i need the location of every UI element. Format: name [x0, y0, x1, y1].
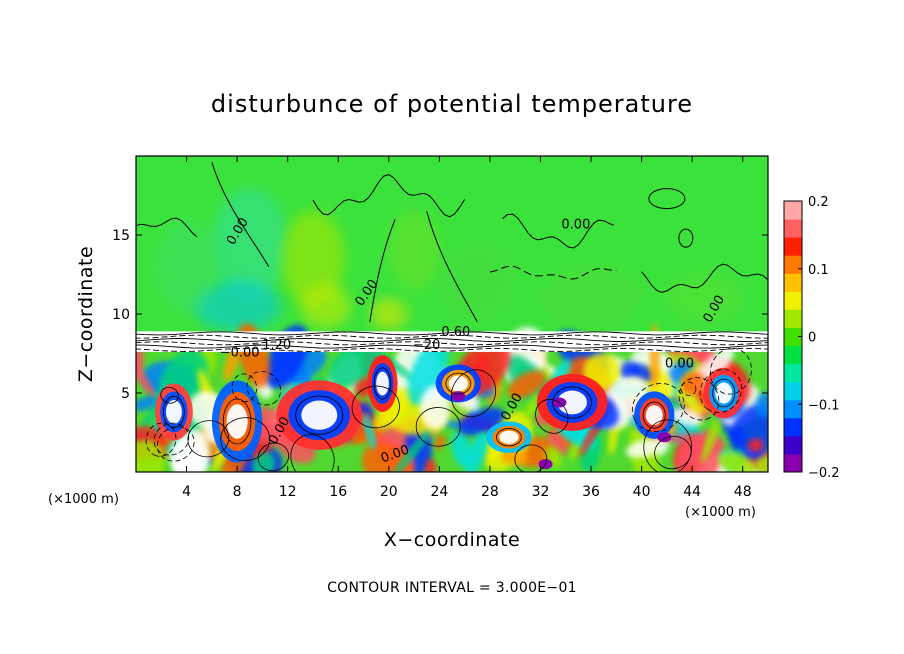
x-tick-label: 4 — [182, 484, 191, 500]
x-tick-label: 32 — [532, 484, 550, 500]
colorbar-swatch — [784, 327, 802, 347]
contour-label: −1.20 — [251, 338, 291, 353]
z-unit-label: (×1000 m) — [48, 492, 119, 507]
x-tick-label: 20 — [380, 484, 398, 500]
contour-interval-note: CONTOUR INTERVAL = 3.000E−01 — [327, 580, 577, 596]
x-tick-label: 44 — [683, 484, 701, 500]
colorbar-swatch — [784, 399, 802, 419]
x-tick-label: 12 — [279, 484, 297, 500]
x-axis-label: X−coordinate — [384, 529, 520, 551]
colorbar-swatch — [784, 381, 802, 401]
x-tick-label: 24 — [430, 484, 448, 500]
x-tick-label: 40 — [633, 484, 651, 500]
field-swirls — [136, 331, 768, 470]
colorbar-tick-label: 0.2 — [808, 195, 829, 210]
colorbar-swatch — [784, 291, 802, 310]
colorbar-swatch — [784, 345, 802, 365]
plot-area: 0.00 0.000.00 0.000.60−1.20−0.00−200.000.0… — [136, 156, 768, 472]
contour-label: 0.00 — [561, 218, 590, 233]
colorbar-swatch — [784, 237, 802, 256]
y-tick-label: 10 — [112, 307, 130, 323]
contour-label: 0.60 — [441, 325, 470, 340]
x-tick-label: 28 — [481, 484, 499, 500]
y-axis: 5 10 15 — [112, 228, 768, 402]
colorbar-tick-label: −0.2 — [808, 466, 840, 481]
x-tick-label: 16 — [329, 484, 347, 500]
colorbar-tick-label: −0.1 — [808, 398, 840, 413]
colorbar-swatch — [784, 435, 802, 455]
y-tick-label: 15 — [112, 228, 130, 244]
x-tick-label: 36 — [582, 484, 600, 500]
y-tick-label: 5 — [121, 386, 130, 402]
x-tick-label: 8 — [233, 484, 242, 500]
contour-label: −0.00 — [220, 346, 260, 361]
x-axis: 4 8 12 16 20 24 28 32 36 40 44 48 — [182, 156, 752, 500]
colorbar-tick-label: 0.1 — [808, 263, 829, 278]
x-unit-label: (×1000 m) — [685, 505, 756, 520]
chart-title: disturbunce of potential temperature — [211, 90, 693, 118]
contour-lines — [136, 162, 768, 472]
contour-label: 0.00 — [665, 357, 694, 372]
colorbar-swatch — [784, 417, 802, 437]
colorbar-swatch — [784, 219, 802, 238]
x-tick-label: 48 — [734, 484, 752, 500]
colorbar-swatch — [784, 309, 802, 328]
colorbar: 0.2 0.1 0 −0.1 −0.2 — [783, 195, 840, 481]
colorbar-swatch — [784, 363, 802, 383]
colorbar-tick-label: 0 — [808, 331, 816, 346]
colorbar-swatch — [784, 273, 802, 292]
y-axis-label: Z−coordinate — [75, 246, 97, 382]
colorbar-swatch — [784, 201, 802, 220]
contour-label: −20 — [413, 338, 440, 353]
colorbar-swatch — [784, 255, 802, 274]
colorbar-swatch — [784, 453, 802, 473]
